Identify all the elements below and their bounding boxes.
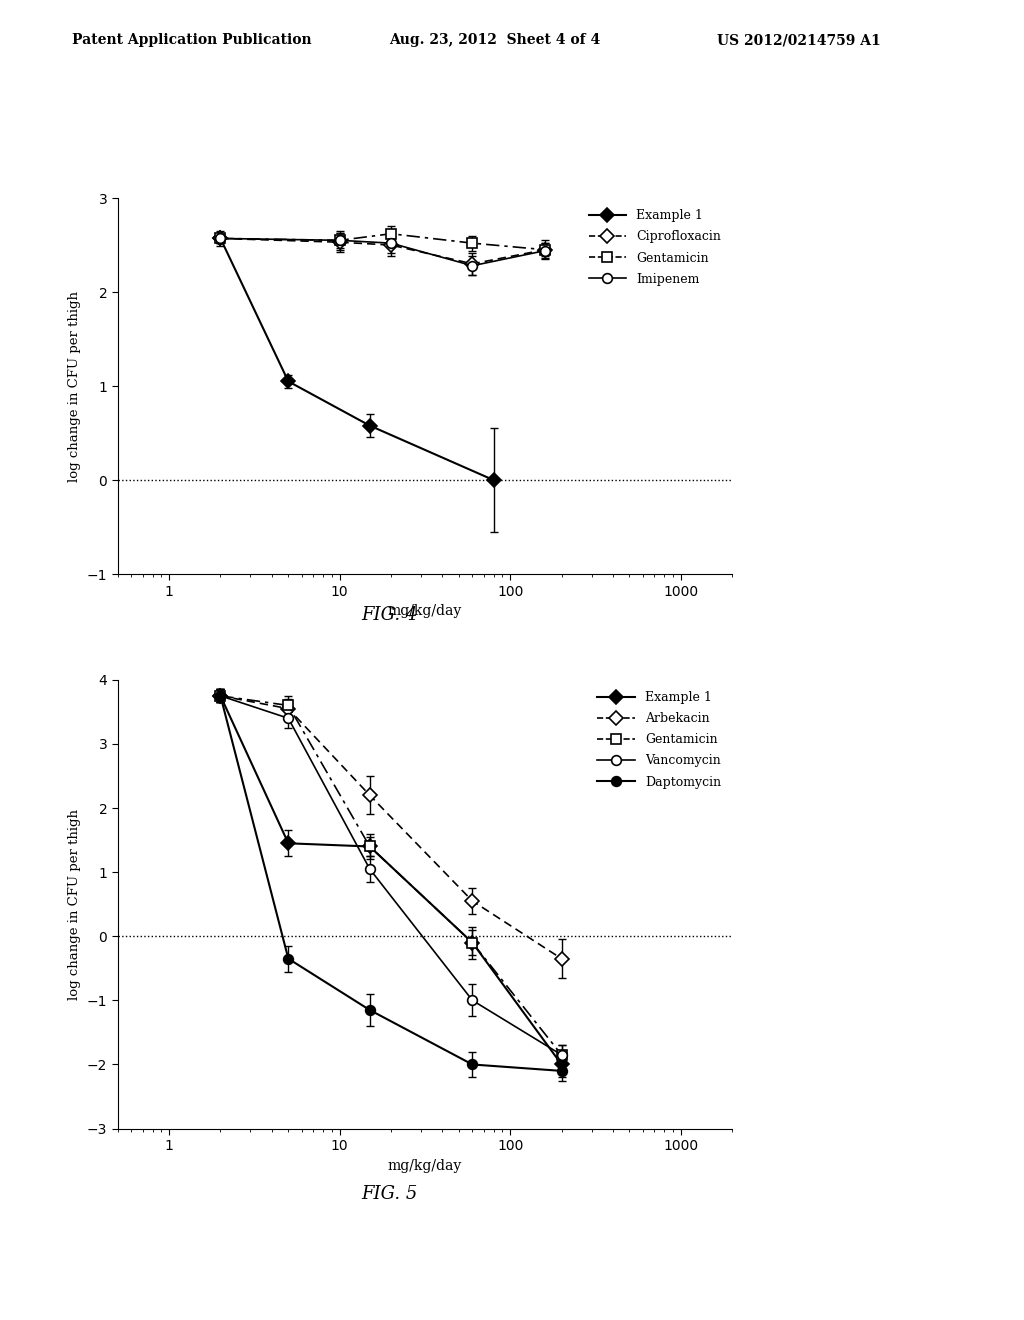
- Vancomycin: [466, 993, 478, 1008]
- Text: US 2012/0214759 A1: US 2012/0214759 A1: [717, 33, 881, 48]
- Y-axis label: log change in CFU per thigh: log change in CFU per thigh: [69, 809, 81, 999]
- Gentamicin: [334, 232, 346, 248]
- Daptomycin: [364, 1002, 376, 1018]
- Vancomycin: [283, 710, 295, 726]
- Gentamicin: [385, 226, 397, 242]
- Imipenem: [466, 257, 478, 273]
- Legend: Example 1, Arbekacin, Gentamicin, Vancomycin, Daptomycin: Example 1, Arbekacin, Gentamicin, Vancom…: [592, 686, 726, 793]
- Gentamicin: [539, 242, 551, 257]
- Arbekacin: [466, 894, 478, 909]
- Example 1: [466, 935, 478, 950]
- Example 1: [214, 231, 226, 247]
- Text: FIG. 4: FIG. 4: [360, 606, 418, 624]
- Ciprofloxacin: [539, 242, 551, 257]
- Gentamicin: [214, 688, 226, 704]
- Example 1: [364, 417, 376, 433]
- Imipenem: [539, 243, 551, 259]
- Ciprofloxacin: [466, 256, 478, 272]
- X-axis label: mg/kg/day: mg/kg/day: [388, 1159, 462, 1172]
- Example 1: [364, 838, 376, 854]
- Line: Gentamicin: Gentamicin: [216, 228, 550, 255]
- Imipenem: [334, 232, 346, 248]
- Legend: Example 1, Ciprofloxacin, Gentamicin, Imipenem: Example 1, Ciprofloxacin, Gentamicin, Im…: [584, 205, 726, 290]
- Daptomycin: [555, 1063, 567, 1078]
- Arbekacin: [283, 701, 295, 717]
- Ciprofloxacin: [385, 238, 397, 253]
- Gentamicin: [466, 935, 478, 950]
- Line: Arbekacin: Arbekacin: [216, 690, 566, 964]
- Line: Ciprofloxacin: Ciprofloxacin: [216, 234, 550, 269]
- Line: Daptomycin: Daptomycin: [216, 690, 566, 1076]
- Line: Vancomycin: Vancomycin: [216, 690, 566, 1060]
- Daptomycin: [466, 1056, 478, 1072]
- Ciprofloxacin: [214, 231, 226, 247]
- Imipenem: [385, 235, 397, 251]
- Vancomycin: [364, 861, 376, 876]
- Example 1: [283, 374, 295, 389]
- X-axis label: mg/kg/day: mg/kg/day: [388, 605, 462, 618]
- Gentamicin: [283, 697, 295, 713]
- Ciprofloxacin: [334, 234, 346, 249]
- Line: Example 1: Example 1: [216, 690, 566, 1069]
- Example 1: [283, 836, 295, 851]
- Example 1: [487, 473, 500, 488]
- Vancomycin: [214, 688, 226, 704]
- Text: Patent Application Publication: Patent Application Publication: [72, 33, 311, 48]
- Daptomycin: [214, 688, 226, 704]
- Line: Example 1: Example 1: [216, 234, 499, 484]
- Arbekacin: [214, 688, 226, 704]
- Text: FIG. 5: FIG. 5: [360, 1184, 418, 1203]
- Gentamicin: [214, 231, 226, 247]
- Y-axis label: log change in CFU per thigh: log change in CFU per thigh: [69, 290, 81, 482]
- Daptomycin: [283, 950, 295, 966]
- Gentamicin: [555, 1047, 567, 1063]
- Arbekacin: [555, 950, 567, 966]
- Vancomycin: [555, 1047, 567, 1063]
- Example 1: [214, 688, 226, 704]
- Line: Gentamicin: Gentamicin: [216, 690, 566, 1060]
- Imipenem: [214, 231, 226, 247]
- Line: Imipenem: Imipenem: [216, 234, 550, 271]
- Text: Aug. 23, 2012  Sheet 4 of 4: Aug. 23, 2012 Sheet 4 of 4: [389, 33, 600, 48]
- Arbekacin: [364, 787, 376, 803]
- Gentamicin: [466, 235, 478, 251]
- Gentamicin: [364, 838, 376, 854]
- Example 1: [555, 1056, 567, 1072]
